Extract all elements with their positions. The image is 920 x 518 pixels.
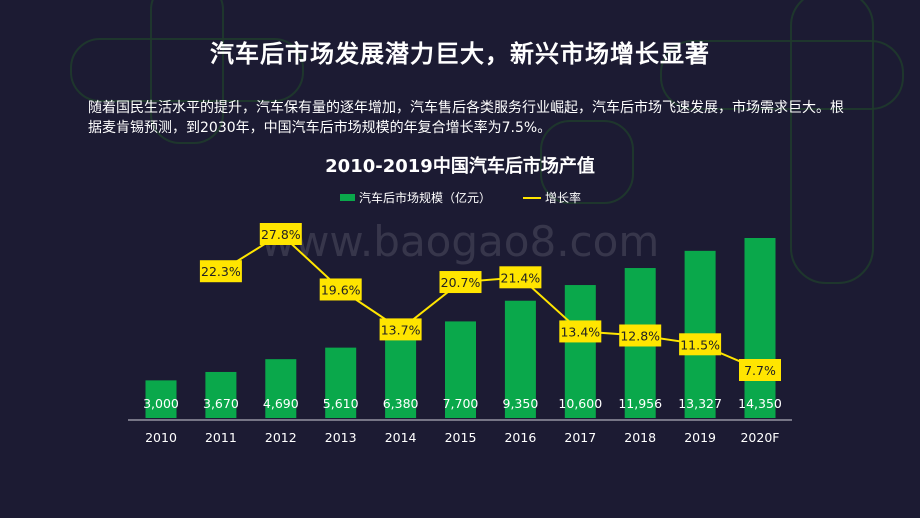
- decor-shape: [150, 0, 224, 144]
- x-tick-label: 2015: [445, 430, 477, 445]
- rate-label-box: [379, 318, 422, 341]
- bar: [325, 347, 357, 418]
- rate-label: 19.6%: [321, 282, 361, 297]
- bar: [385, 337, 417, 418]
- bar-value-label: 5,610: [323, 396, 359, 411]
- rate-label-box: [679, 333, 722, 356]
- rate-label: 12.8%: [620, 328, 660, 343]
- bar-value-label: 4,690: [263, 396, 299, 411]
- rate-label-box: [499, 266, 542, 289]
- watermark-text: www.baogao8.com: [261, 217, 660, 266]
- page-title: 汽车后市场发展潜力巨大，新兴市场增长显著: [210, 40, 710, 68]
- decor-shape: [660, 40, 904, 110]
- x-tick-label: 2018: [624, 430, 656, 445]
- x-tick-label: 2011: [205, 430, 237, 445]
- rate-label-box: [439, 271, 482, 294]
- legend-bar-label: 汽车后市场规模（亿元）: [359, 190, 491, 205]
- bar: [504, 300, 536, 418]
- decor-shape: [70, 38, 304, 102]
- bar-value-label: 11,956: [618, 396, 662, 411]
- legend-bar-swatch: [340, 194, 355, 201]
- rate-label: 22.3%: [201, 264, 241, 279]
- bar: [145, 380, 177, 418]
- rate-label-box: [739, 359, 781, 381]
- bar: [445, 321, 476, 418]
- rate-label-box: [559, 320, 602, 343]
- description-text: 随着国民生活水平的提升，汽车保有量的逐年增加，汽车售后各类服务行业崛起，汽车后市…: [88, 100, 844, 136]
- rate-label: 27.8%: [261, 227, 301, 242]
- rate-label-box: [319, 278, 362, 301]
- rate-label-box: [619, 324, 662, 347]
- x-tick-label: 2017: [564, 430, 596, 445]
- x-tick-label: 2012: [265, 430, 297, 445]
- x-tick-label: 2019: [684, 430, 716, 445]
- legend-line-label: 增长率: [545, 190, 581, 205]
- bar-value-label: 3,670: [203, 396, 239, 411]
- bar: [564, 285, 596, 418]
- bar: [205, 371, 237, 418]
- bar-value-label: 3,000: [143, 396, 179, 411]
- x-tick-label: 2013: [325, 430, 357, 445]
- x-tick-label: 2016: [504, 430, 536, 445]
- rate-label: 7.7%: [744, 363, 776, 378]
- bar-value-label: 10,600: [558, 396, 602, 411]
- rate-label: 20.7%: [441, 275, 481, 290]
- bar-value-label: 7,700: [443, 396, 479, 411]
- bar-value-label: 6,380: [383, 396, 419, 411]
- x-tick-label: 2010: [145, 430, 177, 445]
- decor-shape: [790, 0, 874, 284]
- rate-label-box: [199, 260, 242, 283]
- x-tick-label: 2020F: [740, 430, 779, 445]
- bar-value-label: 14,350: [738, 396, 782, 411]
- rate-label: 21.4%: [501, 270, 541, 285]
- chart-title: 2010-2019中国汽车后市场产值: [325, 156, 595, 177]
- bar-value-label: 13,327: [678, 396, 722, 411]
- rate-label: 11.5%: [680, 337, 720, 352]
- x-tick-label: 2014: [385, 430, 417, 445]
- decor-shape: [540, 120, 634, 204]
- growth-rate-line: [220, 232, 761, 371]
- bar-value-label: 9,350: [503, 396, 539, 411]
- bar: [265, 359, 297, 418]
- rate-label: 13.7%: [381, 322, 421, 337]
- rate-label-box: [259, 223, 302, 245]
- rate-label: 13.4%: [560, 324, 600, 339]
- bar: [744, 238, 776, 418]
